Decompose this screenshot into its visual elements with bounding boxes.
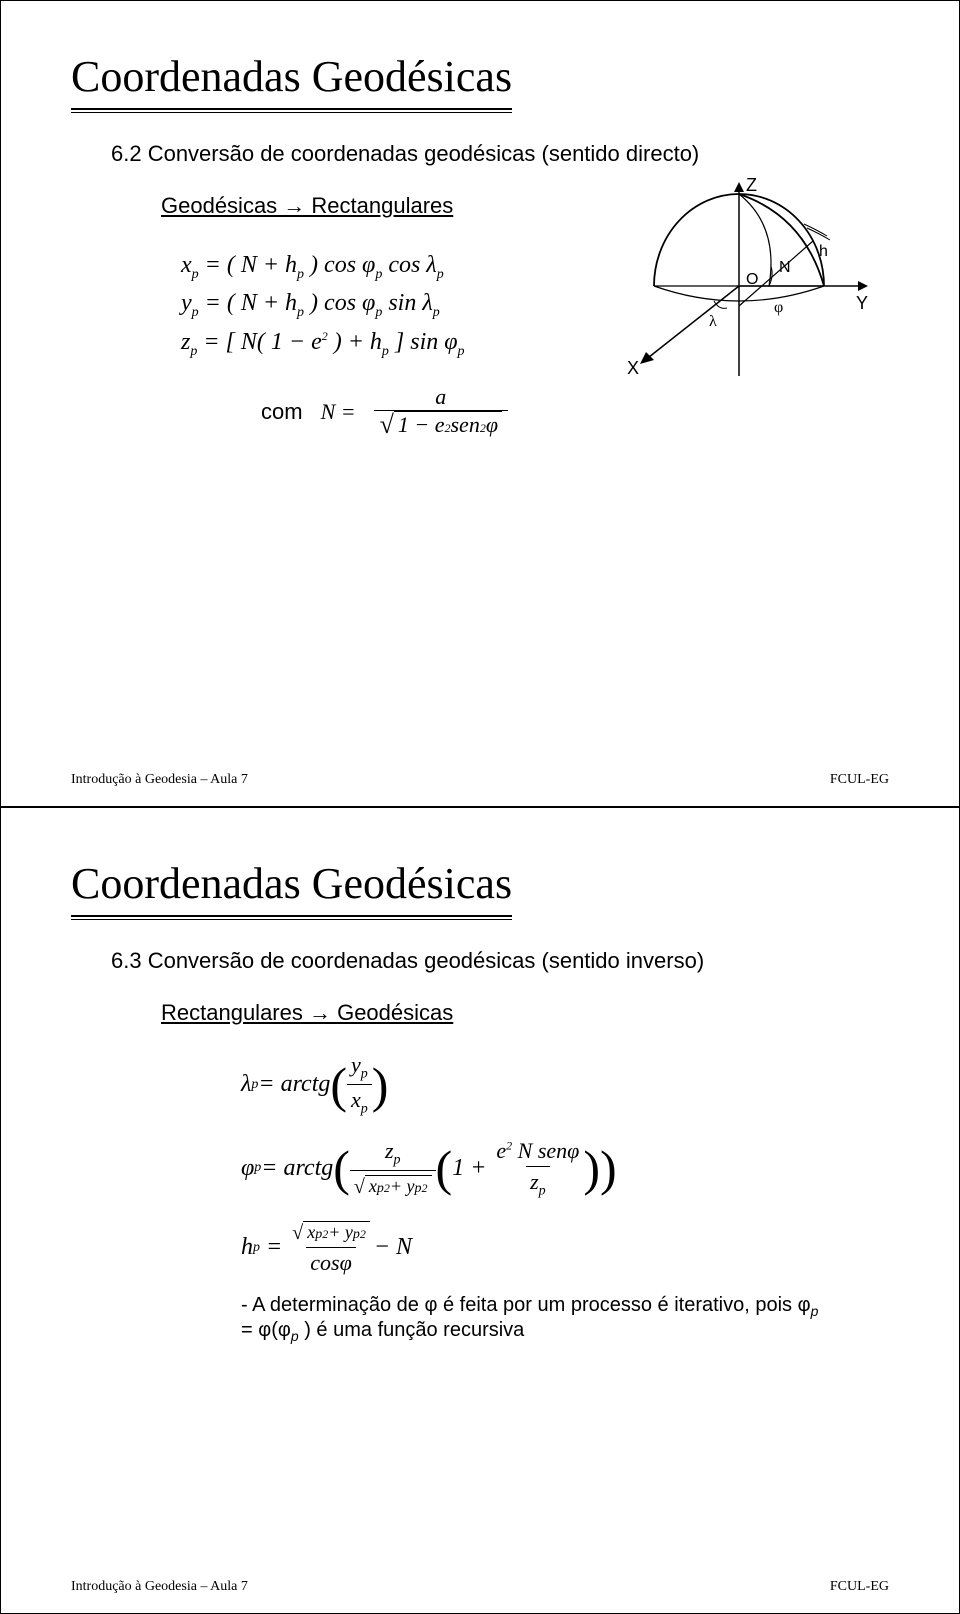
footer-left: Introdução à Geodesia – Aula 7 bbox=[71, 772, 248, 788]
eq-phi: φp = arctg ( zp √ xp2 + yp2 ( 1 + bbox=[241, 1136, 889, 1201]
section-label: Rectangulares → Geodésicas bbox=[161, 1000, 889, 1026]
origin-label: O bbox=[746, 271, 758, 288]
axis-X-label: X bbox=[627, 358, 639, 378]
slide-title: Coordenadas Geodésicas bbox=[71, 51, 512, 104]
h-label: h bbox=[819, 243, 828, 260]
note: - A determinação de φ é feita por um pro… bbox=[241, 1294, 819, 1344]
slide-title: Coordenadas Geodésicas bbox=[71, 858, 512, 911]
slide-footer: Introdução à Geodesia – Aula 7 FCUL-EG bbox=[71, 1579, 889, 1595]
footer-right: FCUL-EG bbox=[830, 772, 889, 788]
slide-footer: Introdução à Geodesia – Aula 7 FCUL-EG bbox=[71, 772, 889, 788]
title-underline bbox=[71, 915, 512, 917]
lambda-label: λ bbox=[709, 313, 717, 330]
subheading: 6.3 Conversão de coordenadas geodésicas … bbox=[111, 948, 889, 974]
title-underline bbox=[71, 919, 512, 920]
title-block: Coordenadas Geodésicas bbox=[71, 51, 512, 113]
axis-Z-label: Z bbox=[746, 175, 757, 195]
slide-2: Coordenadas Geodésicas 6.3 Conversão de … bbox=[0, 807, 960, 1614]
title-underline bbox=[71, 112, 512, 113]
slide-1: Coordenadas Geodésicas 6.2 Conversão de … bbox=[0, 0, 960, 807]
eq-h: hp = √ xp2 + yp2 cosφ − N bbox=[241, 1217, 889, 1278]
fraction: a √ 1 − e2 sen2 φ bbox=[374, 384, 508, 439]
title-block: Coordenadas Geodésicas bbox=[71, 858, 512, 920]
axis-Y-label: Y bbox=[856, 293, 868, 313]
ellipsoid-diagram: Z Y X O N φ λ h bbox=[599, 156, 879, 406]
eq-lambda: λp = arctg ( yp xp ) bbox=[241, 1050, 889, 1120]
N-label: N bbox=[779, 259, 791, 276]
phi-label: φ bbox=[774, 299, 783, 316]
equations: λp = arctg ( yp xp ) φp = arctg ( zp √ x… bbox=[241, 1050, 889, 1278]
footer-left: Introdução à Geodesia – Aula 7 bbox=[71, 1579, 248, 1595]
footer-right: FCUL-EG bbox=[830, 1579, 889, 1595]
title-underline bbox=[71, 108, 512, 110]
